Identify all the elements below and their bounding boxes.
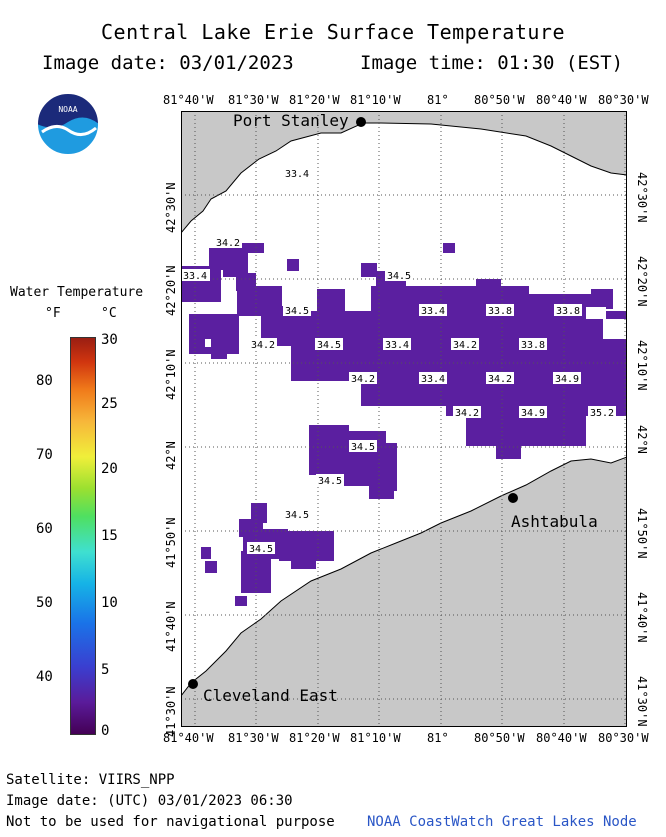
f-tick: 80 — [36, 373, 53, 389]
utc-date: Image date: (UTC) 03/01/2023 06:30 — [6, 793, 293, 809]
lon-label: 81°20'W — [289, 731, 340, 745]
lon-label: 81°40'W — [163, 731, 214, 745]
temp-label: 34.5 — [285, 306, 309, 317]
lat-label: 41°40'N — [164, 601, 178, 652]
c-tick: 10 — [101, 595, 118, 611]
temp-label: 35.2 — [590, 408, 614, 419]
lon-label: 81° — [427, 731, 449, 745]
credit-link[interactable]: NOAA CoastWatch Great Lakes Node — [367, 814, 637, 830]
lon-label: 81°10'W — [350, 731, 401, 745]
temp-label: 34.2 — [488, 374, 512, 385]
c-tick: 20 — [101, 461, 118, 477]
lat-label: 42°N — [164, 441, 178, 470]
temp-label: 33.8 — [521, 340, 545, 351]
lat-label: 41°50'N — [635, 508, 649, 559]
lon-label: 80°40'W — [536, 93, 587, 107]
c-tick: 0 — [101, 723, 110, 739]
ashtabula-label: Ashtabula — [511, 512, 598, 531]
lat-label: 42°N — [635, 425, 649, 454]
temperature-colorbar — [70, 337, 96, 735]
temp-label: 34.9 — [555, 374, 579, 385]
temp-label: 34.2 — [453, 340, 477, 351]
temp-label: 34.2 — [455, 408, 479, 419]
lon-label: 81° — [427, 93, 449, 107]
c-tick: 5 — [101, 662, 110, 678]
lon-label: 81°20'W — [289, 93, 340, 107]
lat-label: 42°30'N — [635, 172, 649, 223]
image-time: Image time: 01:30 (EST) — [360, 52, 624, 74]
lat-label: 41°40'N — [635, 592, 649, 643]
temp-label: 33.4 — [421, 374, 445, 385]
temp-label: 33.8 — [488, 306, 512, 317]
land-south — [181, 456, 627, 727]
temp-label: 34.5 — [317, 340, 341, 351]
temp-label: 34.5 — [249, 544, 273, 555]
lat-label: 42°10'N — [635, 340, 649, 391]
legend-unit-c: °C — [101, 306, 117, 321]
temp-label: 34.5 — [351, 442, 375, 453]
legend-title: Water Temperature — [10, 285, 144, 300]
f-tick: 40 — [36, 669, 53, 685]
c-tick: 30 — [101, 332, 118, 348]
temp-label: 34.2 — [351, 374, 375, 385]
f-tick: 50 — [36, 595, 53, 611]
legend-unit-f: °F — [45, 306, 61, 321]
lat-label: 41°50'N — [164, 517, 178, 568]
lon-label: 81°10'W — [350, 93, 401, 107]
c-tick: 25 — [101, 396, 118, 412]
lon-label: 80°30'W — [598, 731, 649, 745]
temp-label: 34.2 — [251, 340, 275, 351]
cleveland-label: Cleveland East — [203, 686, 338, 705]
lat-label: 42°20'N — [164, 265, 178, 316]
graticule — [181, 111, 627, 727]
f-tick: 70 — [36, 447, 53, 463]
f-tick: 60 — [36, 521, 53, 537]
temp-label: 33.4 — [183, 271, 207, 282]
lat-label: 42°20'N — [635, 256, 649, 307]
satellite-info: Satellite: VIIRS_NPP — [6, 772, 175, 788]
temp-label: 33.4 — [285, 169, 309, 180]
temp-label: 34.9 — [521, 408, 545, 419]
lat-label: 42°10'N — [164, 349, 178, 400]
cleveland-marker — [188, 679, 198, 689]
temp-label: 34.2 — [216, 238, 240, 249]
noaa-logo-icon: NOAA — [36, 92, 100, 156]
c-tick: 15 — [101, 528, 118, 544]
temp-label: 33.4 — [385, 340, 409, 351]
temp-label: 34.5 — [387, 271, 411, 282]
lat-label: 41°30'N — [635, 676, 649, 727]
disclaimer: Not to be used for navigational purpose — [6, 814, 335, 830]
lon-label: 81°30'W — [228, 93, 279, 107]
lon-label: 81°30'W — [228, 731, 279, 745]
temp-label: 33.8 — [556, 306, 580, 317]
lat-label: 41°30'N — [164, 686, 178, 737]
land-north — [181, 111, 627, 234]
lon-label: 80°40'W — [536, 731, 587, 745]
temperature-labels: 33.4 34.2 33.4 34.5 34.5 33.4 33.8 33.8 … — [182, 167, 616, 555]
ashtabula-marker — [508, 493, 518, 503]
lon-label: 80°50'W — [474, 731, 525, 745]
temperature-map: Port Stanley Ashtabula Cleveland East 33… — [181, 111, 627, 727]
port-stanley-marker — [356, 117, 366, 127]
noaa-logo-text: NOAA — [58, 105, 77, 114]
map-title: Central Lake Erie Surface Temperature — [100, 20, 566, 44]
temp-label: 34.5 — [285, 510, 309, 521]
image-date: Image date: 03/01/2023 — [42, 52, 294, 74]
lon-label: 80°50'W — [474, 93, 525, 107]
temp-label: 34.5 — [318, 476, 342, 487]
lon-label: 81°40'W — [163, 93, 214, 107]
temp-label: 33.4 — [421, 306, 445, 317]
lat-label: 42°30'N — [164, 182, 178, 233]
port-stanley-label: Port Stanley — [233, 111, 349, 130]
lon-label: 80°30'W — [598, 93, 649, 107]
